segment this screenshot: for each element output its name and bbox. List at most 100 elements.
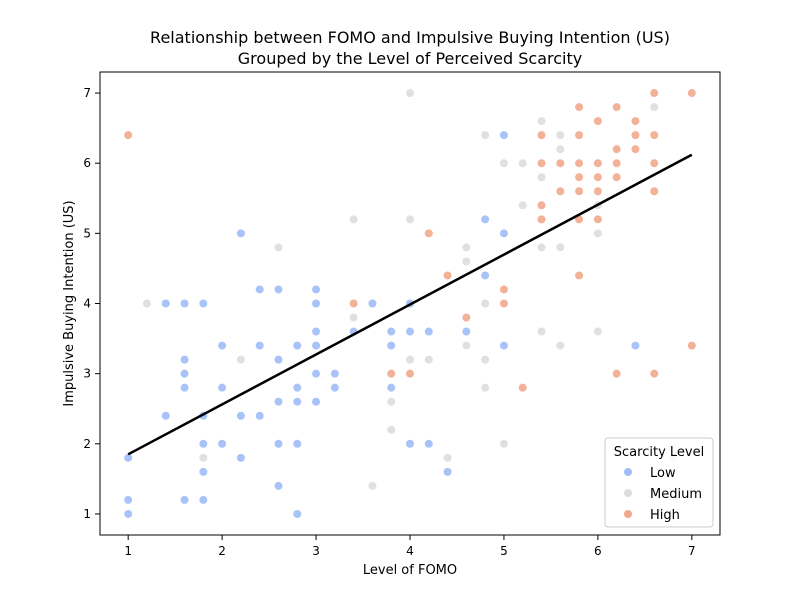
point-high-3	[406, 369, 414, 378]
legend: Scarcity Level Low Medium High	[604, 437, 714, 528]
point-medium-20	[481, 383, 490, 392]
point-high-10	[537, 131, 546, 140]
point-low-40	[330, 369, 339, 378]
point-low-39	[312, 397, 321, 406]
point-high-38	[650, 159, 659, 168]
point-high-19	[575, 173, 584, 182]
point-low-9	[180, 495, 189, 504]
point-low-52	[443, 467, 452, 476]
point-medium-23	[518, 159, 527, 168]
point-low-27	[274, 439, 283, 448]
point-high-12	[537, 201, 546, 210]
x-tick-label-1: 1	[124, 544, 132, 558]
point-high-6	[462, 313, 471, 322]
point-medium-30	[556, 145, 565, 154]
point-high-4	[424, 229, 433, 238]
point-low-2	[124, 453, 133, 462]
point-high-15	[556, 187, 565, 196]
point-high-37	[650, 131, 659, 140]
point-high-14	[556, 159, 565, 168]
point-high-18	[575, 159, 584, 168]
regression-line	[127, 153, 693, 456]
point-high-5	[443, 271, 452, 280]
point-low-59	[631, 341, 640, 350]
point-low-22	[255, 341, 264, 350]
point-medium-7	[387, 397, 396, 406]
point-medium-11	[406, 355, 414, 364]
legend-label-low: Low	[650, 466, 676, 481]
legend-label-high: High	[650, 508, 680, 523]
point-high-42	[687, 341, 696, 350]
chart-title: Relationship between FOMO and Impulsive …	[150, 28, 670, 47]
y-tick-label-5: 5	[83, 226, 91, 240]
point-low-5	[180, 299, 189, 308]
point-high-8	[499, 299, 508, 308]
x-tick-label-6: 6	[594, 544, 602, 558]
point-low-54	[481, 215, 490, 224]
point-low-57	[499, 229, 508, 238]
axes-layer: 1 2 3 4 5 6 7 1 2 3 4 5 6 7	[83, 86, 695, 558]
point-high-30	[612, 159, 621, 168]
point-high-35	[631, 145, 640, 154]
legend-marker-medium	[624, 489, 632, 497]
y-tick-label-6: 6	[83, 156, 91, 170]
point-medium-15	[462, 257, 471, 266]
y-tick-label-2: 2	[83, 437, 91, 451]
point-medium-17	[481, 131, 490, 140]
point-medium-21	[499, 159, 508, 168]
point-low-48	[406, 327, 414, 336]
point-medium-32	[556, 341, 565, 350]
point-low-14	[199, 495, 208, 504]
point-high-32	[612, 369, 621, 378]
point-low-33	[293, 509, 302, 518]
point-high-34	[631, 131, 640, 140]
point-low-19	[236, 411, 245, 420]
y-tick-label-7: 7	[83, 86, 91, 100]
point-low-28	[274, 481, 283, 490]
point-high-20	[575, 187, 584, 196]
point-medium-26	[537, 173, 546, 182]
point-high-16	[575, 103, 584, 112]
point-low-20	[236, 453, 245, 462]
point-high-0	[124, 131, 133, 140]
point-low-15	[218, 341, 227, 350]
point-low-26	[274, 397, 283, 406]
point-high-27	[593, 215, 602, 224]
point-high-11	[537, 159, 546, 168]
point-high-29	[612, 145, 621, 154]
legend-box	[604, 437, 714, 528]
point-medium-3	[274, 243, 283, 252]
y-tick-label-3: 3	[83, 367, 91, 381]
point-low-4	[161, 299, 170, 308]
point-medium-19	[481, 355, 490, 364]
point-medium-6	[368, 481, 377, 490]
point-high-36	[650, 89, 659, 98]
point-low-58	[499, 341, 508, 350]
chart-subtitle: Grouped by the Level of Perceived Scarci…	[238, 49, 582, 68]
point-low-50	[424, 327, 433, 336]
point-medium-34	[593, 229, 602, 238]
point-low-38	[312, 369, 321, 378]
point-low-53	[462, 327, 471, 336]
point-low-16	[218, 383, 227, 392]
point-low-1	[124, 495, 133, 504]
point-low-8	[180, 383, 189, 392]
points-layer	[124, 89, 696, 518]
point-low-44	[387, 327, 396, 336]
point-high-33	[631, 117, 640, 126]
point-low-37	[312, 341, 321, 350]
legend-label-medium: Medium	[650, 487, 702, 502]
point-low-31	[293, 397, 302, 406]
point-medium-27	[537, 243, 546, 252]
point-medium-13	[443, 453, 452, 462]
x-tick-label-4: 4	[406, 544, 414, 558]
point-high-24	[593, 159, 602, 168]
point-low-43	[368, 299, 377, 308]
point-low-56	[499, 131, 508, 140]
point-medium-16	[462, 341, 471, 350]
point-low-51	[424, 439, 433, 448]
point-medium-36	[650, 103, 659, 112]
point-high-17	[575, 131, 584, 140]
point-medium-1	[199, 453, 208, 462]
